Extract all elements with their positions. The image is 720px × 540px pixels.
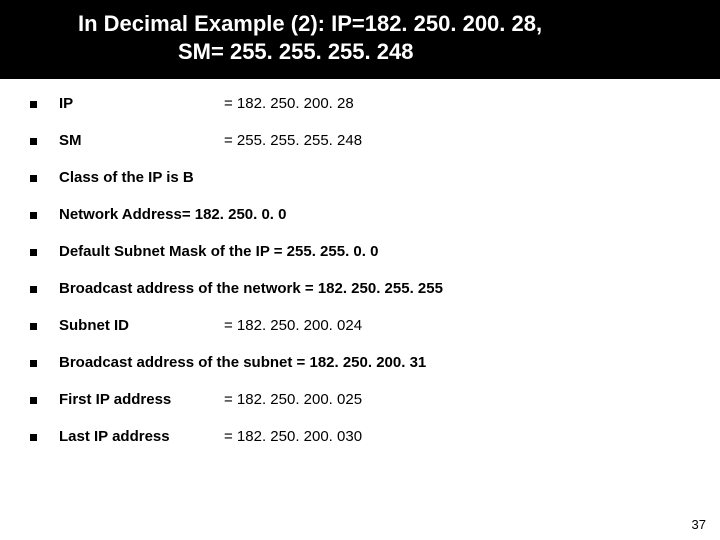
item-value: = 182. 250. 200. 024 [224,317,362,334]
slide-title: In Decimal Example (2): IP=182. 250. 200… [0,0,720,79]
item-text: Broadcast address of the network = 182. … [59,280,443,297]
title-line-2: SM= 255. 255. 255. 248 [78,38,700,66]
bullet-icon [30,323,37,330]
bullet-icon [30,101,37,108]
item-label: IP [59,95,224,112]
item-label: First IP address [59,391,224,408]
list-item: SM = 255. 255. 255. 248 [30,132,690,149]
list-item: Last IP address = 182. 250. 200. 030 [30,428,690,445]
list-item: Default Subnet Mask of the IP = 255. 255… [30,243,690,260]
list-item: Class of the IP is B [30,169,690,186]
list-item: Subnet ID = 182. 250. 200. 024 [30,317,690,334]
slide: In Decimal Example (2): IP=182. 250. 200… [0,0,720,540]
list-item: IP = 182. 250. 200. 28 [30,95,690,112]
item-text: Default Subnet Mask of the IP = 255. 255… [59,243,378,260]
item-label: Last IP address [59,428,224,445]
list-item: First IP address = 182. 250. 200. 025 [30,391,690,408]
bullet-icon [30,360,37,367]
slide-content: IP = 182. 250. 200. 28 SM = 255. 255. 25… [0,79,720,445]
page-number: 37 [692,517,706,532]
bullet-icon [30,434,37,441]
item-value: = 182. 250. 200. 030 [224,428,362,445]
bullet-icon [30,138,37,145]
item-value: = 182. 250. 200. 28 [224,95,354,112]
item-text: Network Address= 182. 250. 0. 0 [59,206,286,223]
bullet-icon [30,249,37,256]
list-item: Network Address= 182. 250. 0. 0 [30,206,690,223]
item-value: = 255. 255. 255. 248 [224,132,362,149]
item-text: Broadcast address of the subnet = 182. 2… [59,354,426,371]
bullet-icon [30,397,37,404]
item-value: = 182. 250. 200. 025 [224,391,362,408]
item-label: Subnet ID [59,317,224,334]
list-item: Broadcast address of the subnet = 182. 2… [30,354,690,371]
bullet-icon [30,286,37,293]
title-line-1: In Decimal Example (2): IP=182. 250. 200… [78,10,700,38]
list-item: Broadcast address of the network = 182. … [30,280,690,297]
bullet-icon [30,212,37,219]
item-text: Class of the IP is B [59,169,194,186]
item-label: SM [59,132,224,149]
bullet-icon [30,175,37,182]
